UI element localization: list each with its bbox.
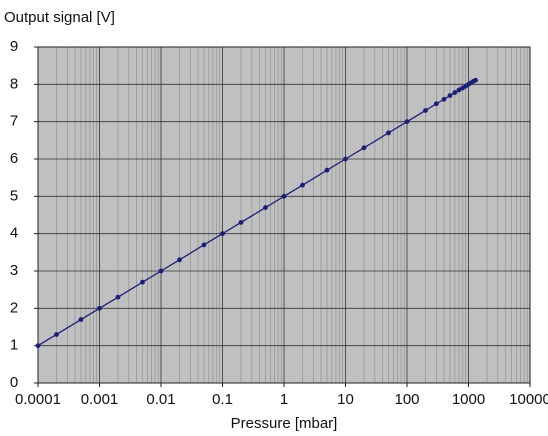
data-point: [423, 108, 428, 113]
data-point: [324, 167, 330, 173]
plot-frame: [37, 46, 531, 384]
data-point: [447, 93, 453, 98]
y-tick-label: 6: [10, 150, 18, 167]
data-point: [452, 90, 458, 95]
y-tick-label: 1: [10, 337, 18, 354]
x-tick-label: 1: [280, 391, 288, 408]
data-point: [473, 77, 478, 83]
y-tick-label: 5: [10, 187, 18, 204]
x-tick-label: 1000: [452, 391, 485, 408]
data-point: [281, 193, 287, 199]
data-point: [433, 101, 439, 107]
data-point: [441, 96, 447, 102]
y-tick-label: 4: [10, 225, 18, 242]
x-tick-label: 0.0001: [15, 391, 61, 408]
data-point: [140, 279, 145, 285]
data-point: [35, 343, 41, 349]
data-point: [300, 182, 305, 188]
y-tick-label: 8: [10, 75, 18, 92]
x-axis-label: Pressure [mbar]: [231, 415, 338, 432]
x-tick-label: 10: [337, 391, 354, 408]
x-tick-label: 100: [394, 391, 419, 408]
data-point: [115, 294, 121, 300]
chart-title: Output signal [V]: [4, 9, 115, 26]
data-point: [158, 268, 164, 274]
x-tick-label: 0.1: [212, 391, 233, 408]
data-point: [54, 332, 59, 337]
data-point: [220, 231, 225, 237]
data-point: [78, 317, 84, 322]
data-point: [177, 257, 182, 263]
y-tick-label: 7: [10, 113, 18, 130]
data-point: [404, 119, 410, 125]
data-point: [343, 156, 348, 162]
x-tick-label: 0.001: [81, 391, 119, 408]
data-point: [386, 130, 391, 136]
data-point: [263, 205, 268, 210]
x-tick-label: 10000: [509, 391, 548, 408]
data-point: [238, 220, 244, 225]
y-tick-label: 0: [10, 374, 18, 391]
y-tick-label: 3: [10, 262, 18, 279]
data-point: [456, 87, 462, 93]
x-tick-label: 0.01: [146, 391, 175, 408]
y-tick-label: 9: [10, 38, 18, 55]
data-point: [97, 305, 102, 311]
data-point: [201, 242, 207, 248]
y-tick-label: 2: [10, 299, 18, 316]
data-point: [361, 145, 367, 151]
